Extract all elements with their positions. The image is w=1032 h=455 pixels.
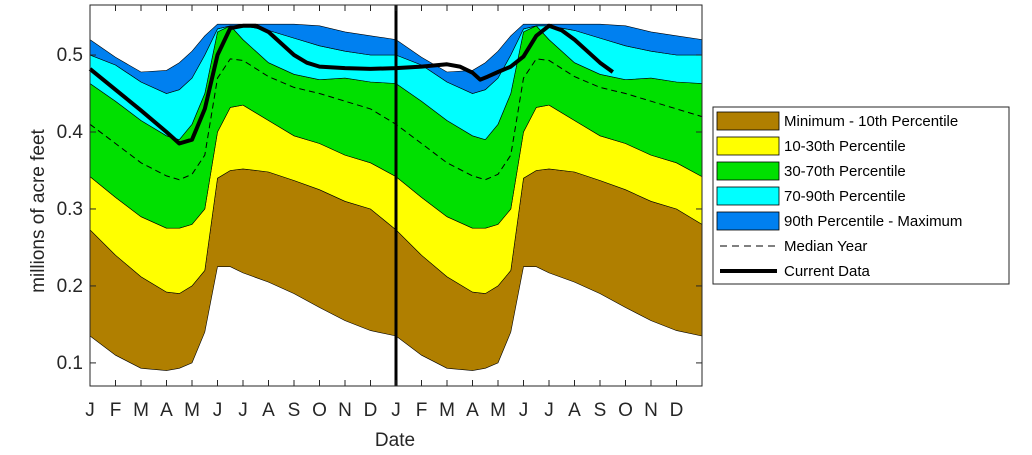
- plot-area: [88, 4, 703, 387]
- y-tick-label: 0.3: [57, 199, 83, 220]
- x-tick-label: J: [544, 400, 554, 421]
- legend-label: Median Year: [784, 238, 867, 255]
- x-tick-label: N: [338, 400, 352, 421]
- x-tick-label: J: [213, 400, 223, 421]
- x-tick-label: M: [133, 400, 149, 421]
- legend-swatch: [716, 111, 780, 131]
- legend-swatch: [716, 161, 780, 181]
- legend-label: 10-30th Percentile: [784, 138, 906, 155]
- legend-label: Minimum - 10th Percentile: [784, 113, 958, 130]
- legend-swatch: [716, 211, 780, 231]
- x-tick-label: J: [238, 400, 248, 421]
- x-tick-label: A: [466, 400, 479, 421]
- y-axis-label: millions of acre feet: [28, 128, 49, 292]
- x-tick-label: M: [439, 400, 455, 421]
- x-tick-label: J: [391, 400, 401, 421]
- legend-label: 30-70th Percentile: [784, 163, 906, 180]
- x-tick-label: D: [364, 400, 378, 421]
- legend-items: Minimum - 10th Percentile 10-30th Percent…: [716, 111, 962, 280]
- x-tick-label: O: [312, 400, 327, 421]
- x-tick-label: F: [110, 400, 122, 421]
- legend-swatch: [716, 136, 780, 156]
- x-tick-label: N: [644, 400, 658, 421]
- y-tick-label: 0.4: [57, 122, 84, 143]
- x-tick-label: J: [519, 400, 529, 421]
- legend-swatch: [716, 186, 780, 206]
- x-axis-label: Date: [375, 430, 415, 451]
- x-tick-label: S: [594, 400, 607, 421]
- legend: Minimum - 10th Percentile 10-30th Percent…: [712, 106, 1010, 285]
- x-tick-label: O: [618, 400, 633, 421]
- y-tick-label: 0.1: [57, 353, 83, 374]
- x-tick-label: S: [288, 400, 301, 421]
- current-data-line: [88, 23, 614, 146]
- legend-label: 70-90th Percentile: [784, 188, 906, 205]
- x-tick-label: F: [416, 400, 428, 421]
- x-tick-label: M: [184, 400, 200, 421]
- x-tick-label: D: [670, 400, 684, 421]
- x-tick-label: M: [490, 400, 506, 421]
- y-tick-label: 0.5: [57, 45, 83, 66]
- legend-label: 90th Percentile - Maximum: [784, 213, 962, 230]
- x-tick-label: A: [160, 400, 173, 421]
- y-axis: 0.1 0.2 0.3 0.4 0.5: [57, 45, 702, 374]
- x-tick-label: A: [568, 400, 581, 421]
- x-tick-label: A: [262, 400, 275, 421]
- x-tick-label: J: [85, 400, 95, 421]
- y-tick-label: 0.2: [57, 276, 83, 297]
- legend-label: Current Data: [784, 263, 871, 280]
